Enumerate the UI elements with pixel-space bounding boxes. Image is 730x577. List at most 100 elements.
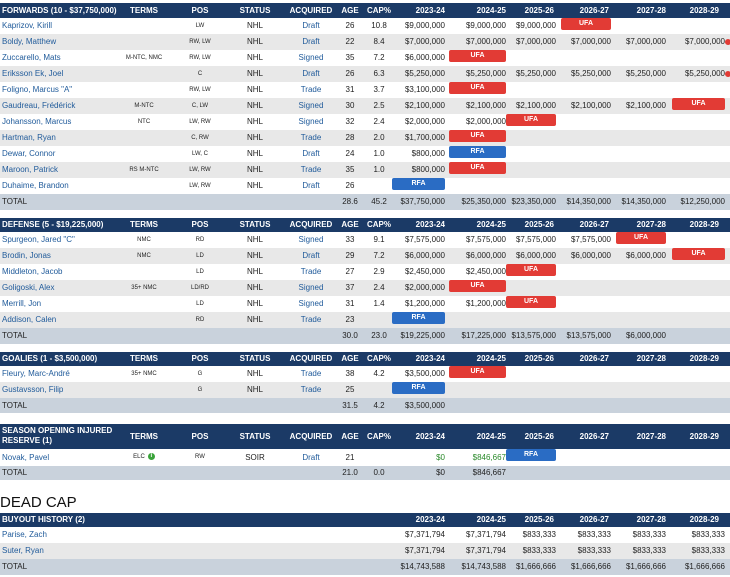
terms-cell: 35+ NMC — [131, 285, 157, 291]
acq-cell[interactable]: Trade — [300, 267, 322, 276]
acq-cell[interactable]: Draft — [302, 251, 320, 260]
player-name-link[interactable]: Foligno, Marcus "A" — [2, 85, 73, 94]
player-name-link[interactable]: Gustavsson, Filip — [2, 385, 64, 394]
col-header-2027-28: 2027-28 — [636, 354, 666, 363]
acq-cell[interactable]: Trade — [300, 165, 322, 174]
player-name-link[interactable]: Duhaime, Brandon — [2, 181, 69, 190]
salary-cell: $2,450,000 — [465, 267, 506, 276]
acq-cell[interactable]: Trade — [300, 315, 322, 324]
player-name-link[interactable]: Maroon, Patrick — [2, 165, 59, 174]
player-row[interactable]: Fleury, Marc-André 35+ NMC G NHL Trade 38 4.2 $… — [0, 366, 730, 382]
acq-cell[interactable]: Trade — [300, 369, 322, 378]
player-name-link[interactable]: Dewar, Connor — [2, 149, 56, 158]
terms-cell: 35+ NMC — [131, 371, 157, 377]
salary-cell: $5,250,000 — [465, 69, 506, 78]
acq-cell[interactable]: Trade — [300, 133, 322, 142]
cap-cell: 9.1 — [373, 235, 385, 244]
total-row: TOTAL $14,743,588 $14,743,588 $1,666,666 $1,… — [0, 559, 730, 575]
player-row[interactable]: Dewar, Connor LW, C NHL Draft 24 1.0 $800,000 R… — [0, 146, 730, 162]
player-name-link[interactable]: Gaudreau, Frédérick — [2, 101, 76, 110]
pos-cell: RW — [195, 454, 205, 460]
acq-cell[interactable]: Signed — [298, 53, 324, 62]
player-name-link[interactable]: Johansson, Marcus — [2, 117, 72, 126]
buyout-row[interactable]: Suter, Ryan $7,371,794 $7,371,794 $833,333 $… — [0, 543, 730, 559]
player-name-link[interactable]: Suter, Ryan — [2, 546, 44, 555]
salary-cell: $7,000,000 — [625, 37, 666, 46]
player-name-link[interactable]: Addison, Calen — [2, 315, 57, 324]
total-salary-cell: $12,250,000 — [680, 197, 726, 206]
acq-cell[interactable]: Draft — [302, 453, 320, 462]
pos-cell: RW, LW — [189, 55, 211, 61]
acq-cell[interactable]: Draft — [302, 69, 320, 78]
player-row[interactable]: Maroon, Patrick RS M-NTC LW, RW NHL Trade 35 1… — [0, 162, 730, 178]
col-header-2023-24: 2023-24 — [415, 220, 445, 229]
player-name-link[interactable]: Goligoski, Alex — [2, 283, 55, 292]
ufa-badge: UFA — [449, 130, 506, 142]
player-row[interactable]: Boldy, Matthew!RW, LWNHLDraft228.4$7,000… — [0, 34, 730, 50]
player-name-link[interactable]: Eriksson Ek, Joel — [2, 69, 64, 78]
player-name-link[interactable]: Parise, Zach — [2, 530, 47, 539]
acq-cell[interactable]: Signed — [298, 101, 324, 110]
cap-cell: 2.0 — [373, 133, 385, 142]
ufa-badge: UFA — [561, 18, 611, 30]
player-name-link[interactable]: Spurgeon, Jared "C" — [2, 235, 75, 244]
col-header-2027-28: 2027-28 — [636, 515, 666, 524]
player-row[interactable]: Duhaime, Brandon LW, RW NHL Draft 26 RFA — [0, 178, 730, 194]
acq-cell[interactable]: Draft — [302, 149, 320, 158]
player-name-link[interactable]: Fleury, Marc-André — [2, 369, 70, 378]
player-row[interactable]: Zuccarello, Mats M-NTC, NMC RW, LW NHL Signe… — [0, 50, 730, 66]
terms-cell: NMC — [137, 237, 151, 243]
player-row[interactable]: Gaudreau, Frédérick M-NTC C, LW NHL Signed 30… — [0, 98, 730, 114]
player-name-link[interactable]: Hartman, Ryan — [2, 133, 56, 142]
col-header-cap: CAP% — [366, 220, 391, 229]
acq-cell[interactable]: Trade — [300, 385, 322, 394]
acq-cell[interactable]: Draft — [302, 181, 320, 190]
section-header: SEASON OPENING INJURED RESERVE (1) TERMS P… — [0, 424, 730, 449]
col-header-2025-26: 2025-26 — [524, 6, 554, 15]
buyout-row[interactable]: Parise, Zach $7,371,794 $7,371,794 $833,333… — [0, 527, 730, 543]
player-row[interactable]: Brodin, Jonas NMC LD NHL Draft 29 7.2 $6,000,00… — [0, 248, 730, 264]
player-row[interactable]: Novak, Pavel ELC i RW SOIR Draft 21 $0 $846,667 R… — [0, 449, 730, 466]
acq-cell[interactable]: Signed — [298, 235, 324, 244]
acq-cell[interactable]: Signed — [298, 117, 324, 126]
acq-cell[interactable]: Draft — [302, 37, 320, 46]
salary-cell: $7,371,794 — [465, 530, 506, 539]
player-row[interactable]: Goligoski, Alex 35+ NMC LD/RD NHL Signed 37 2.… — [0, 280, 730, 296]
col-header-2025-26: 2025-26 — [524, 354, 554, 363]
salary-cell: $2,100,000 — [465, 101, 506, 110]
acq-cell[interactable]: Signed — [298, 299, 324, 308]
col-header-status: STATUS — [239, 354, 271, 363]
salary-cell: $1,700,000 — [404, 133, 445, 142]
player-row[interactable]: Hartman, Ryan C, RW NHL Trade 28 2.0 $1,700,00… — [0, 130, 730, 146]
player-row[interactable]: Kaprizov, Kirill LW NHL Draft 26 10.8 $9,000,0… — [0, 18, 730, 34]
col-header-acq: ACQUIRED — [289, 354, 333, 363]
player-name-link[interactable]: Merrill, Jon — [2, 299, 42, 308]
player-name-link[interactable]: Boldy, Matthew — [2, 37, 57, 46]
total-salary-cell: $1,666,666 — [570, 562, 611, 571]
info-icon[interactable]: i — [147, 452, 155, 460]
player-row[interactable]: Gustavsson, Filip G NHL Trade 25 RFA — [0, 382, 730, 398]
player-row[interactable]: Middleton, Jacob LD NHL Trade 27 2.9 $2,450,00… — [0, 264, 730, 280]
total-salary-cell: $1,666,666 — [515, 562, 556, 571]
status-cell: NHL — [246, 53, 263, 62]
player-row[interactable]: Johansson, Marcus NTC LW, RW NHL Signed 32 2.4… — [0, 114, 730, 130]
acq-cell[interactable]: Trade — [300, 85, 322, 94]
player-name-link[interactable]: Middleton, Jacob — [2, 267, 63, 276]
player-name-link[interactable]: Kaprizov, Kirill — [2, 21, 53, 30]
player-name-link[interactable]: Novak, Pavel — [2, 453, 50, 462]
acq-cell[interactable]: Draft — [302, 21, 320, 30]
total-salary-cell: $25,350,000 — [461, 197, 507, 206]
salary-cell: $0 — [436, 453, 445, 462]
player-row[interactable]: Foligno, Marcus "A" RW, LW NHL Trade 31 3.7 $3… — [0, 82, 730, 98]
age-cell: 33 — [345, 235, 355, 244]
total-row: TOTAL 30.0 23.0 $19,225,000 $17,225,000 $13,5… — [0, 328, 730, 344]
acq-cell[interactable]: Signed — [298, 283, 324, 292]
player-row[interactable]: Eriksson Ek, Joel C NHL Draft 26 6.3 $5,250,00… — [0, 66, 730, 82]
player-name-link[interactable]: Zuccarello, Mats — [2, 53, 61, 62]
player-row[interactable]: Spurgeon, Jared "C" NMC RD NHL Signed 33 9.1 $7… — [0, 232, 730, 248]
section-title: FORWARDS (10 - $37,750,000) — [2, 6, 117, 15]
player-name-link[interactable]: Brodin, Jonas — [2, 251, 51, 260]
player-row[interactable]: Addison, Calen RD NHL Trade 23 RFA — [0, 312, 730, 328]
salary-cell: $833,333 — [522, 530, 556, 539]
player-row[interactable]: Merrill, Jon LD NHL Signed 31 1.4 $1,200,000 $1… — [0, 296, 730, 312]
